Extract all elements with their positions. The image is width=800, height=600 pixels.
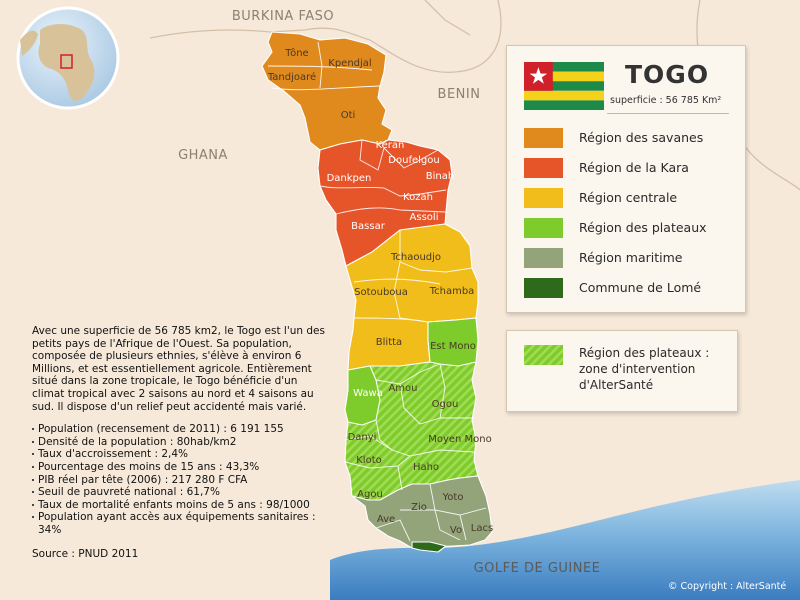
legend-swatch (524, 188, 563, 208)
prefecture-label: Tône (284, 47, 308, 59)
region-maritime (351, 475, 493, 549)
legend-label: Région de la Kara (579, 160, 689, 175)
info-block: Avec une superficie de 56 785 km2, le To… (32, 325, 332, 560)
stat-item: Pourcentage des moins de 15 ans : 43,3% (32, 461, 332, 474)
hatched-swatch (524, 345, 563, 365)
prefecture-label: Moyen Mono (428, 434, 492, 445)
prefecture-label: Assoli (410, 212, 439, 223)
prefecture-label: Oti (341, 110, 356, 121)
prefecture-label: Kloto (356, 455, 382, 466)
prefecture-label: Lacs (471, 523, 493, 534)
prefecture-label: Dankpen (327, 173, 372, 184)
sea-label: GOLFE DE GUINEE (474, 561, 601, 576)
prefecture-label: Ogou (432, 399, 459, 410)
prefecture-label: Agou (357, 489, 383, 500)
prefecture-label: Yoto (442, 492, 464, 503)
prefecture-label: Kozah (403, 192, 433, 203)
legend-label: Région maritime (579, 250, 683, 265)
legend-label: Région centrale (579, 190, 678, 205)
stat-item: PIB réel par tête (2006) : 217 280 F CFA (32, 474, 332, 487)
prefecture-label: Amou (388, 383, 417, 394)
togo-flag-icon (524, 62, 604, 110)
commune-lome (411, 541, 447, 553)
prefecture-labels: Tône Kpendjal Tandjoaré Oti Kéran Doufel… (267, 47, 493, 536)
prefecture-label: Haho (413, 462, 439, 473)
legend-label: Région des savanes (579, 130, 704, 145)
copyright-text: © Copyright : AlterSanté (668, 581, 787, 592)
prefecture-label: Tchaoudjo (390, 252, 441, 263)
prefecture-label: Vo (450, 525, 462, 536)
prefecture-label: Sotouboua (354, 287, 408, 298)
neighbor-burkina-faso: BURKINA FASO (232, 9, 334, 24)
region-est-mono (427, 317, 479, 367)
prefecture-label: Tchamba (429, 286, 475, 297)
stat-item: Seuil de pauvreté national : 61,7% (32, 486, 332, 499)
prefecture-borders (267, 41, 487, 542)
country-description: Avec une superficie de 56 785 km2, le To… (32, 325, 325, 413)
legend-label: Commune de Lomé (579, 280, 702, 295)
prefecture-label: Danyi (348, 432, 377, 443)
zone-legend-panel: Région des plateaux : zone d'interventio… (506, 330, 738, 412)
legend-swatch (524, 128, 563, 148)
legend-label: Région des plateaux (579, 220, 707, 235)
zone-legend-label: Région des plateaux : zone d'interventio… (579, 346, 710, 392)
stat-item: Population ayant accès aux équipements s… (32, 511, 332, 536)
prefecture-label: Est Mono (430, 341, 476, 352)
legend-swatch (524, 158, 563, 178)
stats-list: Population (recensement de 2011) : 6 191… (32, 423, 332, 536)
area-label: superficie : 56 785 Km² (610, 95, 722, 106)
legend-swatch (524, 278, 563, 298)
neighbor-ghana: GHANA (178, 148, 228, 163)
prefecture-label: Tandjoaré (267, 71, 316, 83)
legend-swatch (524, 248, 563, 268)
region-savanes (261, 31, 393, 151)
stat-item: Taux d'accroissement : 2,4% (32, 448, 332, 461)
prefecture-label: Ave (377, 514, 395, 525)
legend-panel: TOGO superficie : 56 785 Km² Région des … (506, 45, 746, 313)
divider (607, 113, 729, 114)
prefecture-label: Doufelgou (388, 155, 439, 166)
prefecture-label: Binah (426, 171, 454, 182)
prefecture-label: Blitta (376, 337, 402, 348)
country-title: TOGO (625, 60, 710, 89)
sea (330, 480, 800, 600)
neighbor-benin: BENIN (438, 87, 481, 102)
region-plateaux-west (344, 365, 381, 426)
stat-item: Densité de la population : 80hab/km2 (32, 436, 332, 449)
globe-icon (16, 6, 120, 110)
prefecture-label: Wawa (353, 388, 383, 399)
legend-swatch (524, 218, 563, 238)
source-note: Source : PNUD 2011 (32, 547, 139, 560)
region-kara (317, 139, 453, 267)
prefecture-label: Kpendjal (328, 58, 371, 69)
stat-item: Population (recensement de 2011) : 6 191… (32, 423, 332, 436)
prefecture-label: Zio (411, 502, 427, 513)
prefecture-label: Bassar (351, 221, 386, 232)
prefecture-label: Kéran (376, 139, 405, 151)
stat-item: Taux de mortalité enfants moins de 5 ans… (32, 499, 332, 512)
